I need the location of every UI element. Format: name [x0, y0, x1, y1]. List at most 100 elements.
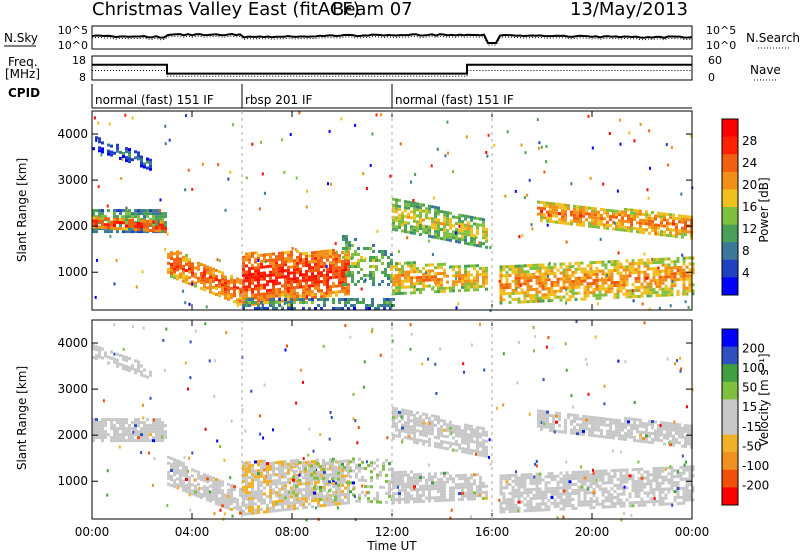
heatmap-cell [251, 472, 254, 476]
heatmap-cell [552, 417, 555, 421]
heatmap-cell [194, 490, 197, 494]
heatmap-cell [242, 467, 245, 471]
heatmap-cell [272, 461, 275, 465]
heatmap-cell [630, 208, 633, 212]
heatmap-cell [179, 272, 182, 276]
heatmap-cell [242, 473, 245, 477]
heatmap-cell [254, 269, 257, 273]
heatmap-cell [227, 491, 230, 495]
heatmap-cell [634, 262, 638, 265]
heatmap-cell [245, 288, 248, 292]
heatmap-cell [257, 493, 260, 497]
heatmap-cell [188, 488, 191, 492]
heatmap-cell [619, 262, 623, 266]
heatmap-cell [434, 475, 437, 479]
heatmap-cell [449, 220, 452, 224]
heatmap-cell [446, 238, 449, 242]
heatmap-cell [583, 291, 587, 295]
heatmap-cell [631, 483, 635, 487]
heatmap-cell [284, 296, 287, 300]
heatmap-cell [233, 279, 236, 283]
heatmap-cell [479, 267, 482, 270]
heatmap-cell [311, 496, 314, 500]
heatmap-cell [565, 489, 569, 493]
heatmap-cell [287, 498, 290, 502]
heatmap-cell [464, 285, 467, 289]
heatmap-cell [604, 293, 608, 297]
heatmap-cell [310, 464, 313, 468]
heatmap-cell [155, 209, 158, 213]
heatmap-cell [669, 222, 672, 226]
heatmap-cell [449, 495, 452, 499]
heatmap-cell [595, 275, 599, 279]
heatmap-cell [482, 227, 485, 231]
heatmap-cell [410, 279, 413, 283]
heatmap-cell [573, 204, 576, 208]
heatmap-cell [547, 274, 550, 278]
heatmap-cell [476, 279, 479, 283]
heatmap-cell [535, 484, 539, 488]
heatmap-cell [616, 477, 620, 481]
heatmap-cell [594, 210, 597, 214]
heatmap-cell [595, 272, 599, 276]
heatmap-cell [550, 266, 554, 269]
heatmap-cell [206, 486, 209, 490]
heatmap-cell [669, 231, 672, 235]
heatmap-cell [401, 211, 404, 215]
heatmap-cell [382, 485, 385, 489]
heatmap-cell [245, 176, 248, 180]
heatmap-cell [239, 278, 242, 282]
heatmap-cell [357, 259, 360, 262]
heatmap-cell [688, 492, 692, 496]
heatmap-cell [664, 266, 668, 270]
heatmap-cell [431, 253, 434, 256]
heatmap-cell [681, 217, 684, 221]
heatmap-cell [335, 272, 338, 276]
heatmap-cell [595, 278, 599, 282]
heatmap-cell [401, 429, 404, 433]
heatmap-cell [395, 492, 398, 496]
heatmap-cell [320, 256, 323, 260]
heatmap-cell [140, 427, 143, 431]
heatmap-cell [182, 485, 185, 489]
heatmap-cell [658, 487, 662, 491]
heatmap-cell [167, 470, 170, 474]
heatmap-cell [467, 442, 470, 446]
heatmap-cell [576, 220, 579, 224]
heatmap-cell [592, 479, 596, 482]
heatmap-cell [546, 201, 549, 205]
heatmap-cell [320, 292, 323, 296]
heatmap-cell [332, 490, 335, 494]
heatmap-cell [599, 237, 602, 241]
heatmap-cell [422, 475, 425, 479]
heatmap-cell [643, 482, 647, 486]
heatmap-cell [182, 273, 185, 277]
heatmap-cell [281, 469, 284, 473]
heatmap-cell [125, 359, 128, 363]
heatmap-cell [344, 286, 347, 290]
heatmap-cell [278, 499, 281, 503]
heatmap-cell [161, 424, 164, 428]
heatmap-cell [576, 214, 579, 218]
heatmap-cell [323, 291, 326, 295]
heatmap-cell [640, 479, 644, 483]
heatmap-cell [576, 423, 579, 427]
heatmap-cell [371, 301, 374, 304]
heatmap-cell [290, 265, 293, 269]
heatmap-cell [348, 274, 351, 277]
heatmap-cell [540, 209, 543, 213]
heatmap-cell [146, 228, 149, 232]
heatmap-cell [316, 470, 319, 474]
heatmap-cell [601, 490, 605, 494]
heatmap-cell [434, 435, 437, 439]
heatmap-cell [376, 473, 379, 477]
heatmap-cell [392, 227, 395, 231]
heatmap-cell [520, 143, 523, 147]
heatmap-cell [517, 491, 521, 495]
heatmap-cell [347, 253, 350, 257]
freq-frame [91, 55, 693, 81]
heatmap-cell [688, 274, 692, 278]
heatmap-cell [537, 424, 540, 428]
heatmap-cell [344, 304, 347, 307]
heatmap-cell [425, 481, 428, 485]
